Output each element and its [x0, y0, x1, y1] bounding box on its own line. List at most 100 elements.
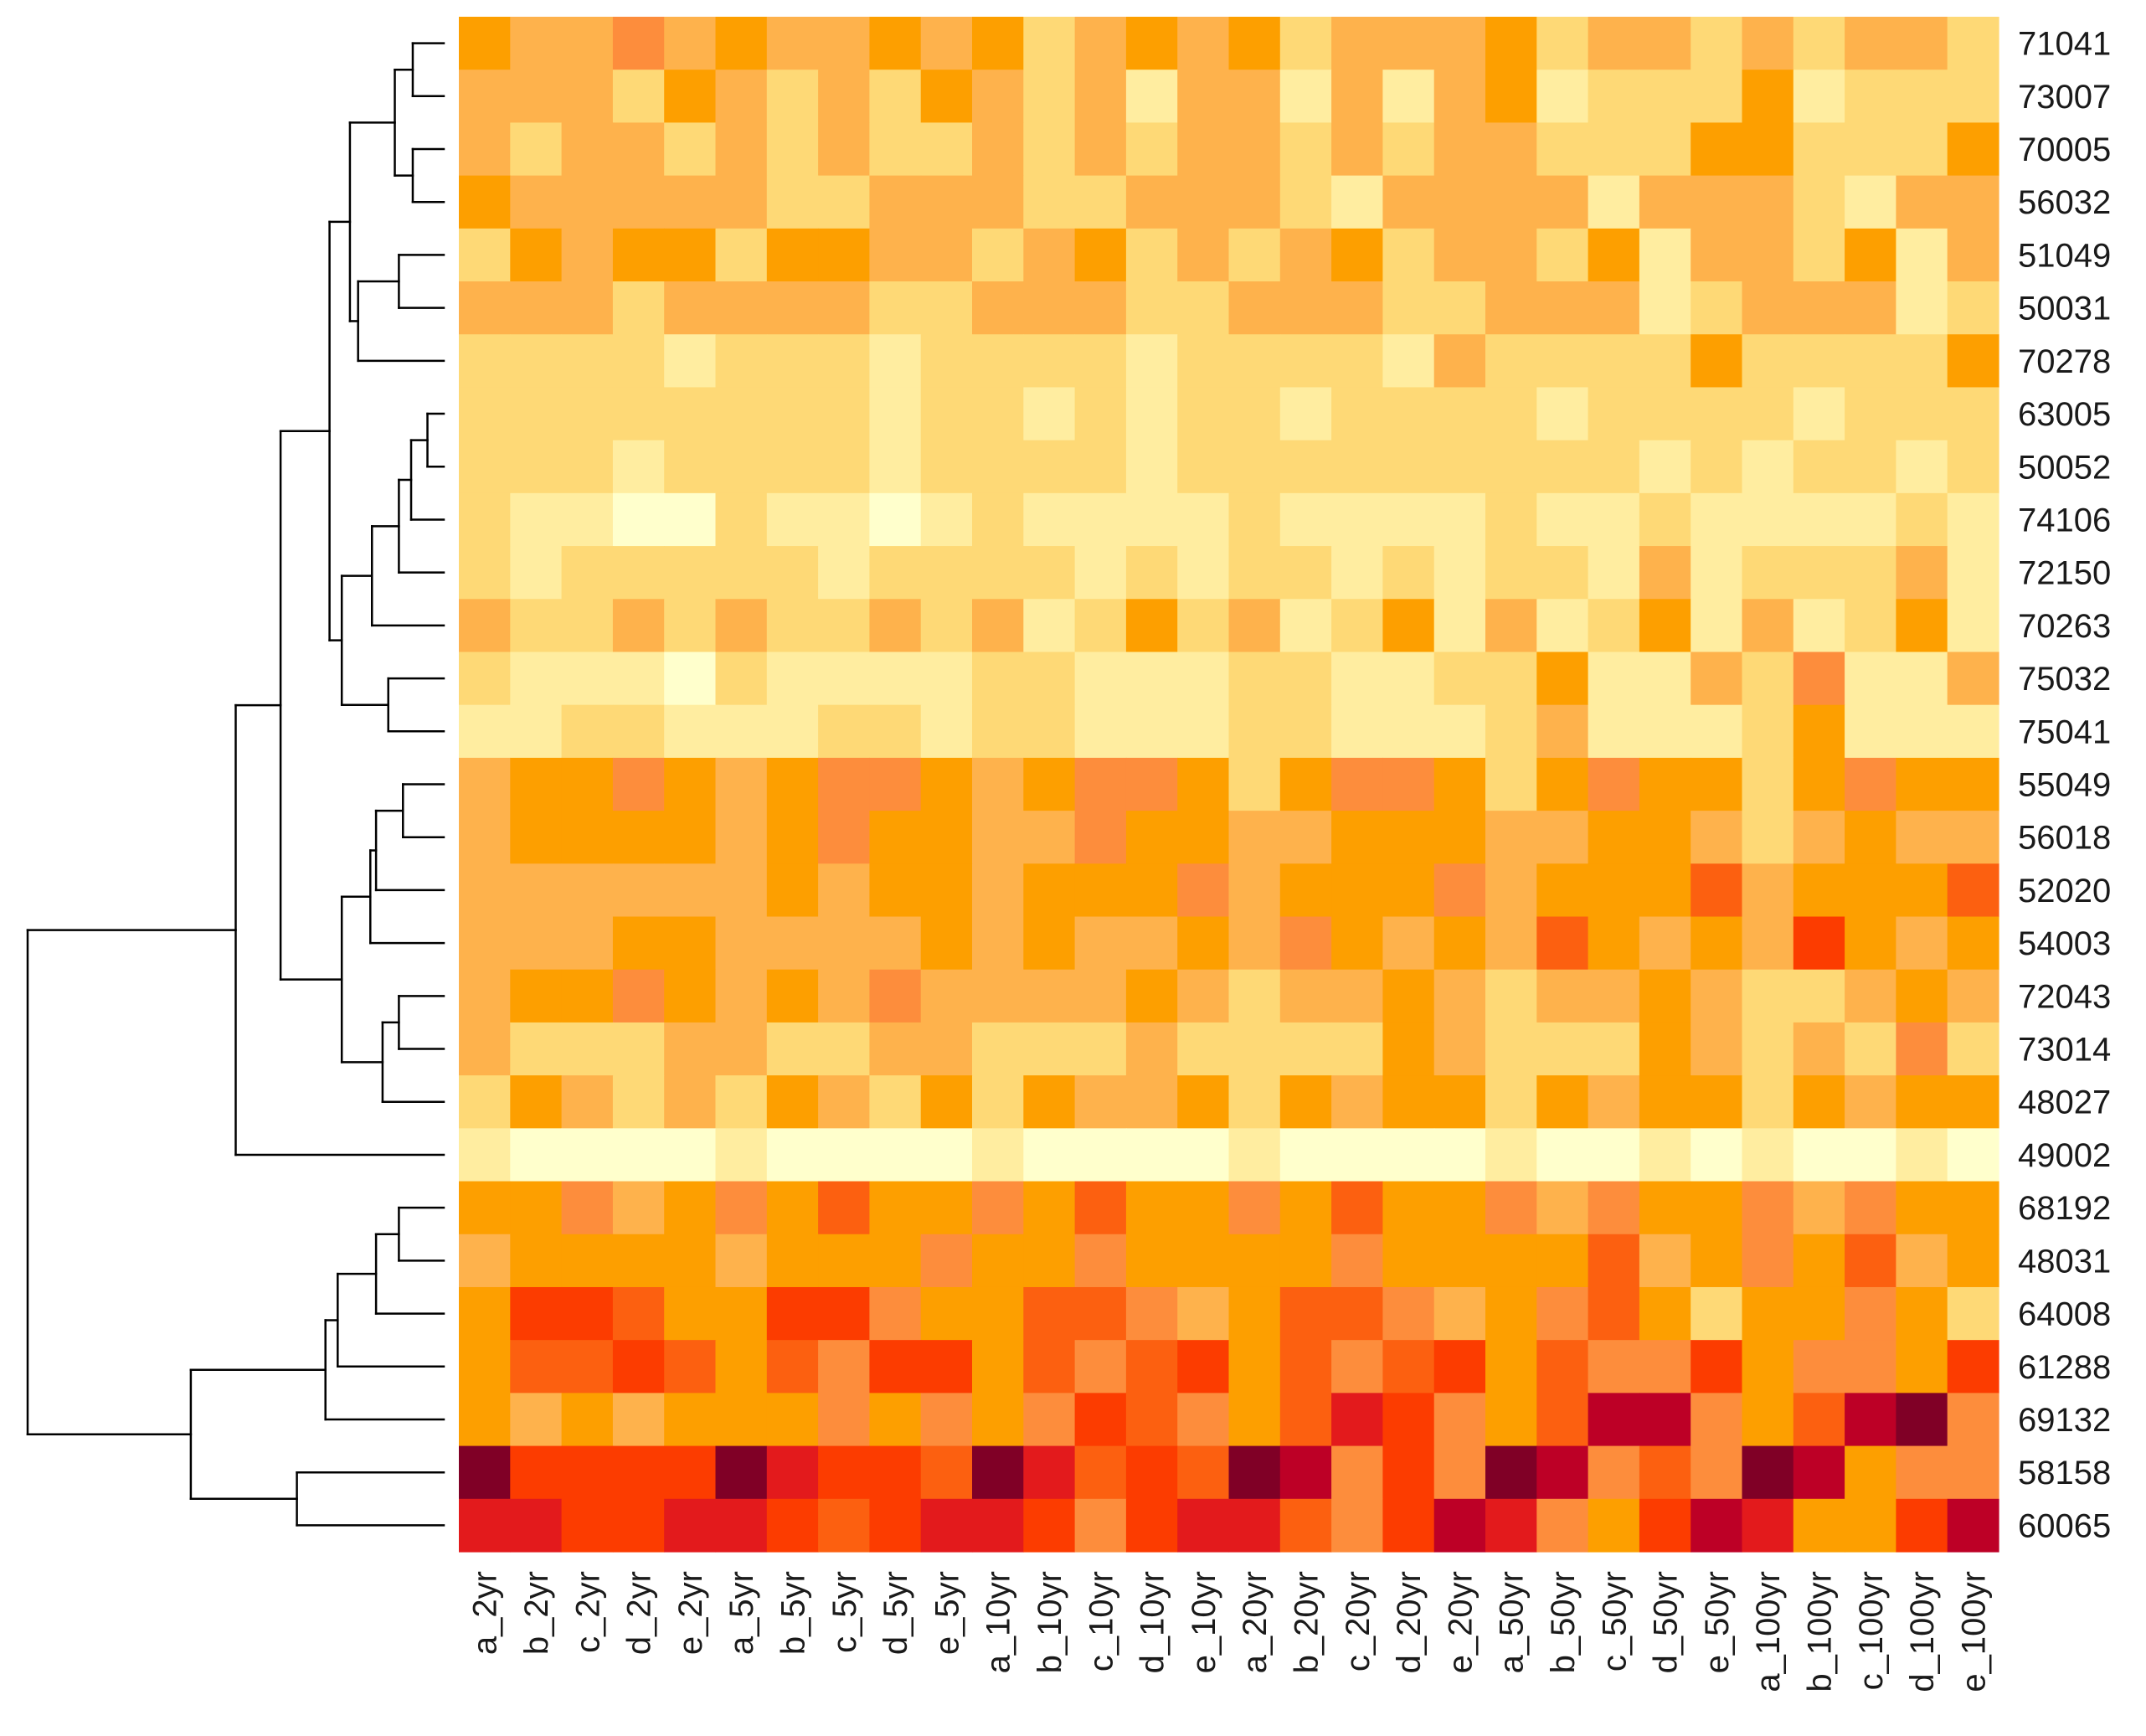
row-label: 58158	[2018, 1455, 2111, 1491]
heatmap-cell	[1485, 70, 1537, 124]
heatmap-cell	[1485, 1181, 1537, 1235]
heatmap-cell	[612, 281, 665, 335]
heatmap-cell	[1691, 17, 1743, 70]
heatmap-cell	[869, 1393, 922, 1447]
heatmap-cell	[510, 1128, 563, 1182]
heatmap-cell	[1639, 704, 1691, 759]
heatmap-cell	[1691, 704, 1743, 759]
heatmap-cell	[1639, 1445, 1691, 1500]
heatmap-cell	[1382, 1445, 1435, 1500]
heatmap-cell	[1793, 122, 1845, 177]
heatmap-cell	[1074, 652, 1127, 706]
heatmap-cell	[1588, 281, 1640, 335]
heatmap-cell	[664, 1128, 717, 1182]
heatmap-cell	[1947, 440, 1999, 494]
heatmap-cell	[664, 281, 717, 335]
heatmap-cell	[664, 440, 717, 494]
heatmap-cell	[920, 1340, 973, 1393]
heatmap-cell	[1485, 1393, 1537, 1447]
column-label: a_100yr	[1750, 1571, 1787, 1692]
heatmap-cell	[715, 440, 768, 494]
heatmap-cell	[1485, 1340, 1537, 1393]
heatmap-cell	[1536, 17, 1589, 70]
heatmap-cell	[869, 811, 922, 864]
heatmap-cell	[1125, 652, 1178, 706]
heatmap-cell	[510, 440, 563, 494]
row-label: 48027	[2018, 1084, 2111, 1121]
heatmap-cell	[459, 1128, 511, 1182]
heatmap-cell	[1279, 334, 1332, 389]
heatmap-cell	[1588, 863, 1640, 918]
heatmap-cell	[561, 1128, 614, 1182]
heatmap-cell	[1074, 1286, 1127, 1341]
row-label: 70005	[2018, 131, 2111, 168]
column-label: d_100yr	[1904, 1571, 1941, 1692]
column-label: b_20yr	[1288, 1571, 1325, 1673]
heatmap-cell	[1639, 1075, 1691, 1129]
heatmap-cell	[1742, 811, 1794, 864]
heatmap-cell	[1793, 969, 1845, 1023]
heatmap-cell	[972, 1445, 1024, 1500]
heatmap-cell	[1588, 1445, 1640, 1500]
column-label: e_5yr	[929, 1571, 965, 1655]
heatmap-cell	[1536, 704, 1589, 759]
heatmap-cell	[1639, 1286, 1691, 1341]
heatmap-cell	[1536, 440, 1589, 494]
heatmap-cell	[766, 704, 819, 759]
heatmap-cell	[1433, 1234, 1486, 1288]
heatmap-cell	[1023, 281, 1076, 335]
column-label: e_50yr	[1699, 1571, 1736, 1673]
heatmap-cell	[1023, 1075, 1076, 1129]
heatmap-cell	[766, 599, 819, 653]
heatmap-cell	[1536, 1128, 1589, 1182]
heatmap-cell	[1279, 1498, 1332, 1553]
heatmap-cell	[1331, 334, 1383, 389]
heatmap-cell	[1279, 969, 1332, 1023]
heatmap-cell	[818, 1340, 870, 1393]
heatmap-cell	[818, 281, 870, 335]
heatmap-cell	[1639, 122, 1691, 177]
heatmap-cell	[459, 1445, 511, 1500]
heatmap-cell	[1228, 969, 1281, 1023]
heatmap-cell	[1639, 1340, 1691, 1393]
heatmap-cell	[1947, 228, 1999, 282]
heatmap-cell	[1845, 334, 1896, 389]
heatmap-cell	[1125, 228, 1178, 282]
heatmap-cell	[664, 1286, 717, 1341]
heatmap-cell	[1896, 1498, 1948, 1553]
heatmap-cell	[612, 1393, 665, 1447]
heatmap-cell	[1588, 175, 1640, 229]
heatmap-cell	[1947, 652, 1999, 706]
heatmap-cell	[561, 1234, 614, 1288]
heatmap-cell	[1742, 599, 1794, 653]
heatmap-cell	[664, 863, 717, 918]
heatmap-cell	[869, 17, 922, 70]
heatmap-cell	[1177, 440, 1230, 494]
heatmap-cell	[612, 17, 665, 70]
heatmap-cell	[1588, 652, 1640, 706]
heatmap-cell	[766, 1234, 819, 1288]
heatmap-cell	[1485, 175, 1537, 229]
heatmap-cell	[1382, 228, 1435, 282]
heatmap-cell	[1485, 704, 1537, 759]
heatmap-cell	[1433, 70, 1486, 124]
heatmap-cell	[612, 387, 665, 441]
heatmap-cell	[1433, 1498, 1486, 1553]
heatmap-cell	[972, 122, 1024, 177]
heatmap-cell	[1023, 440, 1076, 494]
heatmap-cell	[612, 1498, 665, 1553]
heatmap-cell	[1382, 387, 1435, 441]
heatmap-cell	[1588, 387, 1640, 441]
heatmap-cell	[1074, 757, 1127, 811]
heatmap-cell	[459, 1022, 511, 1076]
heatmap-cell	[1228, 916, 1281, 971]
heatmap-cell	[1588, 1286, 1640, 1341]
heatmap-cell	[1279, 175, 1332, 229]
heatmap-cell	[1536, 811, 1589, 864]
heatmap-cell	[1845, 1022, 1896, 1076]
heatmap-cell	[1279, 1128, 1332, 1182]
heatmap-cell	[920, 969, 973, 1023]
heatmap-cell	[1845, 387, 1896, 441]
heatmap-cell	[1947, 1498, 1999, 1553]
heatmap-cell	[1845, 811, 1896, 864]
